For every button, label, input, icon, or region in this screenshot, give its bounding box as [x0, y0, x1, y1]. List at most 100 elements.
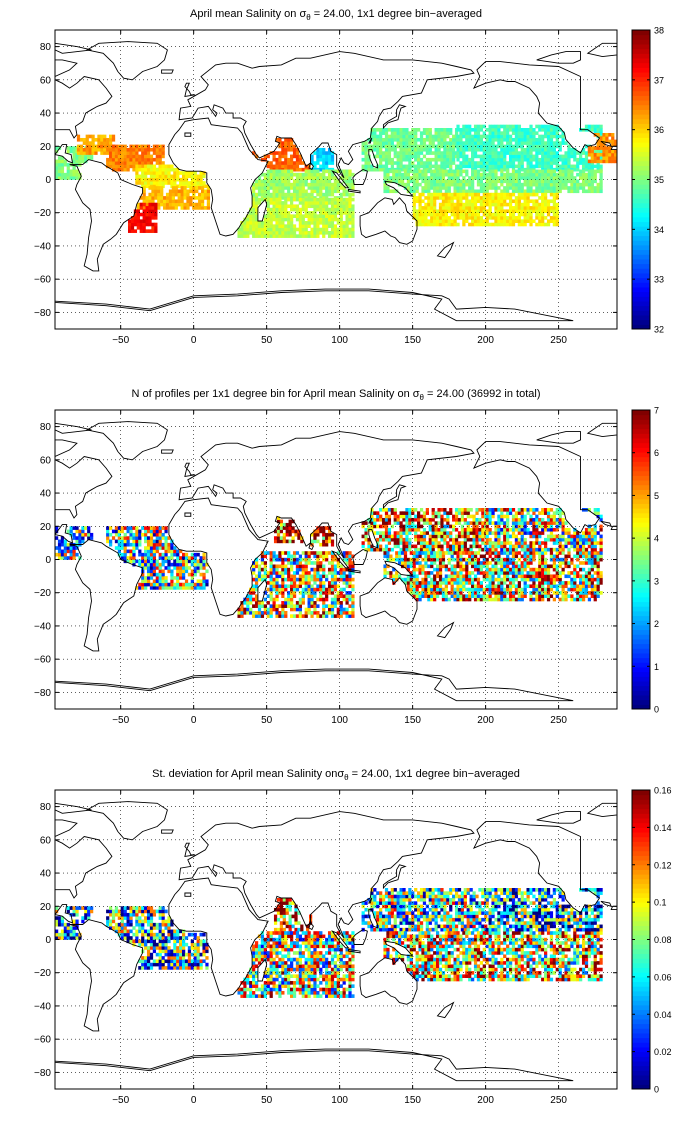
data-cell [379, 514, 383, 519]
data-cell [364, 547, 368, 552]
data-cell [81, 529, 85, 534]
data-cell [511, 151, 516, 155]
data-cell [535, 206, 539, 210]
data-cell [376, 537, 380, 542]
data-cell [425, 151, 429, 155]
data-cell [69, 529, 73, 534]
data-cell [440, 534, 444, 539]
data-cell [427, 182, 431, 187]
data-cell [440, 527, 444, 532]
data-cell [240, 224, 244, 228]
data-cell [254, 224, 259, 228]
data-cell [117, 552, 121, 557]
data-cell [278, 201, 282, 205]
data-cell [203, 196, 208, 200]
data-cell [260, 221, 265, 225]
data-cell [149, 174, 154, 179]
data-cell [272, 164, 276, 169]
data-cell [325, 587, 329, 592]
data-cell [446, 517, 450, 522]
data-cell [196, 552, 200, 557]
data-cell [295, 161, 300, 165]
data-cell [275, 224, 279, 228]
data-cell [304, 214, 308, 219]
data-cell [535, 147, 539, 152]
data-cell [417, 157, 421, 162]
data-cell [549, 124, 554, 129]
data-cell [494, 209, 498, 214]
data-cell [176, 579, 180, 584]
data-cell [145, 202, 149, 207]
data-cell [325, 597, 329, 602]
data-cell [405, 531, 409, 535]
y-tick-label: −60 [34, 275, 51, 286]
data-cell [345, 584, 349, 589]
colorbar-step [632, 104, 650, 110]
data-cell [593, 146, 597, 150]
data-cell [468, 222, 472, 227]
data-cell [552, 199, 556, 204]
data-cell [584, 151, 589, 155]
data-cell [564, 151, 568, 155]
data-cell [414, 547, 418, 552]
data-cell [546, 182, 551, 187]
data-cell [373, 147, 377, 152]
data-cell [526, 154, 530, 159]
data-cell [471, 196, 475, 200]
data-cell [456, 189, 460, 194]
data-cell [60, 556, 65, 560]
data-cell [456, 157, 460, 162]
data-cell [386, 189, 390, 194]
data-cell [278, 169, 282, 174]
data-cell [246, 214, 250, 219]
data-cell [132, 556, 136, 560]
data-cell [446, 128, 450, 132]
data-cell [473, 216, 478, 220]
data-cell [132, 546, 136, 550]
data-cell [443, 144, 447, 149]
data-cell [488, 172, 492, 177]
data-cell [361, 544, 365, 549]
data-cell [298, 176, 302, 180]
data-cell [316, 197, 320, 202]
data-cell [529, 124, 533, 129]
data-cell [295, 614, 300, 618]
data-cell [330, 597, 335, 602]
data-cell [129, 552, 133, 557]
data-cell [497, 134, 501, 139]
data-cell [428, 161, 432, 165]
data-cell [336, 179, 340, 184]
data-cell [555, 209, 559, 214]
data-cell [252, 564, 256, 569]
data-cell [319, 584, 323, 589]
data-cell [443, 147, 447, 152]
data-cell [549, 176, 554, 180]
data-cell [249, 214, 253, 219]
data-cell [307, 601, 311, 605]
coastline [536, 51, 581, 64]
data-cell [532, 189, 536, 194]
data-cell [449, 154, 453, 159]
data-cell [418, 182, 422, 187]
data-cell [327, 591, 332, 595]
data-cell [593, 169, 597, 174]
data-cell [260, 577, 265, 582]
data-cell [395, 557, 399, 562]
data-cell [450, 169, 454, 174]
data-cell [476, 144, 481, 149]
data-cell [459, 172, 463, 177]
data-cell [170, 572, 174, 577]
data-cell [441, 186, 446, 190]
data-cell [249, 211, 253, 215]
data-cell [316, 557, 320, 562]
data-cell [152, 582, 157, 587]
data-cell [336, 601, 340, 605]
data-cell [189, 189, 193, 194]
data-cell [462, 161, 466, 165]
data-cell [327, 201, 332, 205]
data-cell [471, 161, 475, 165]
data-cell [287, 179, 291, 184]
data-cell [386, 172, 390, 177]
data-cell [414, 537, 418, 542]
data-cell [471, 192, 475, 197]
